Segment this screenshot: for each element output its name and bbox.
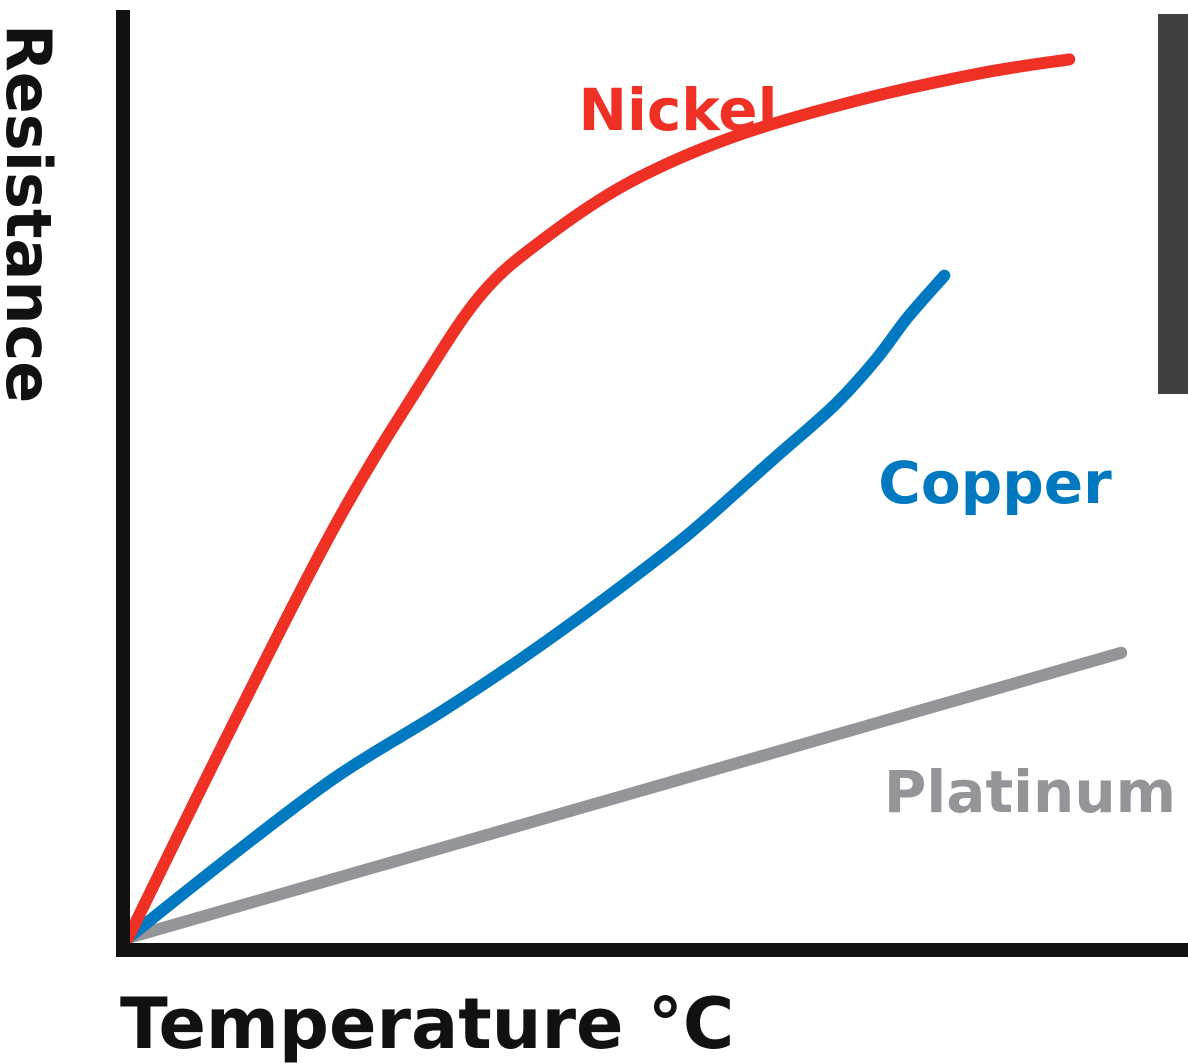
series-line-platinum [122, 646, 1128, 944]
y-axis-title: Resistance [0, 24, 65, 403]
side-panel [1158, 14, 1188, 394]
series-label-platinum: Platinum [884, 758, 1176, 826]
series-line-copper [122, 269, 951, 944]
series-label-nickel: Nickel [578, 76, 777, 144]
series-label-copper: Copper [878, 449, 1112, 517]
series-group [122, 53, 1128, 944]
series-line-nickel [122, 53, 1076, 944]
x-axis-title: Temperature °C [120, 983, 734, 1063]
